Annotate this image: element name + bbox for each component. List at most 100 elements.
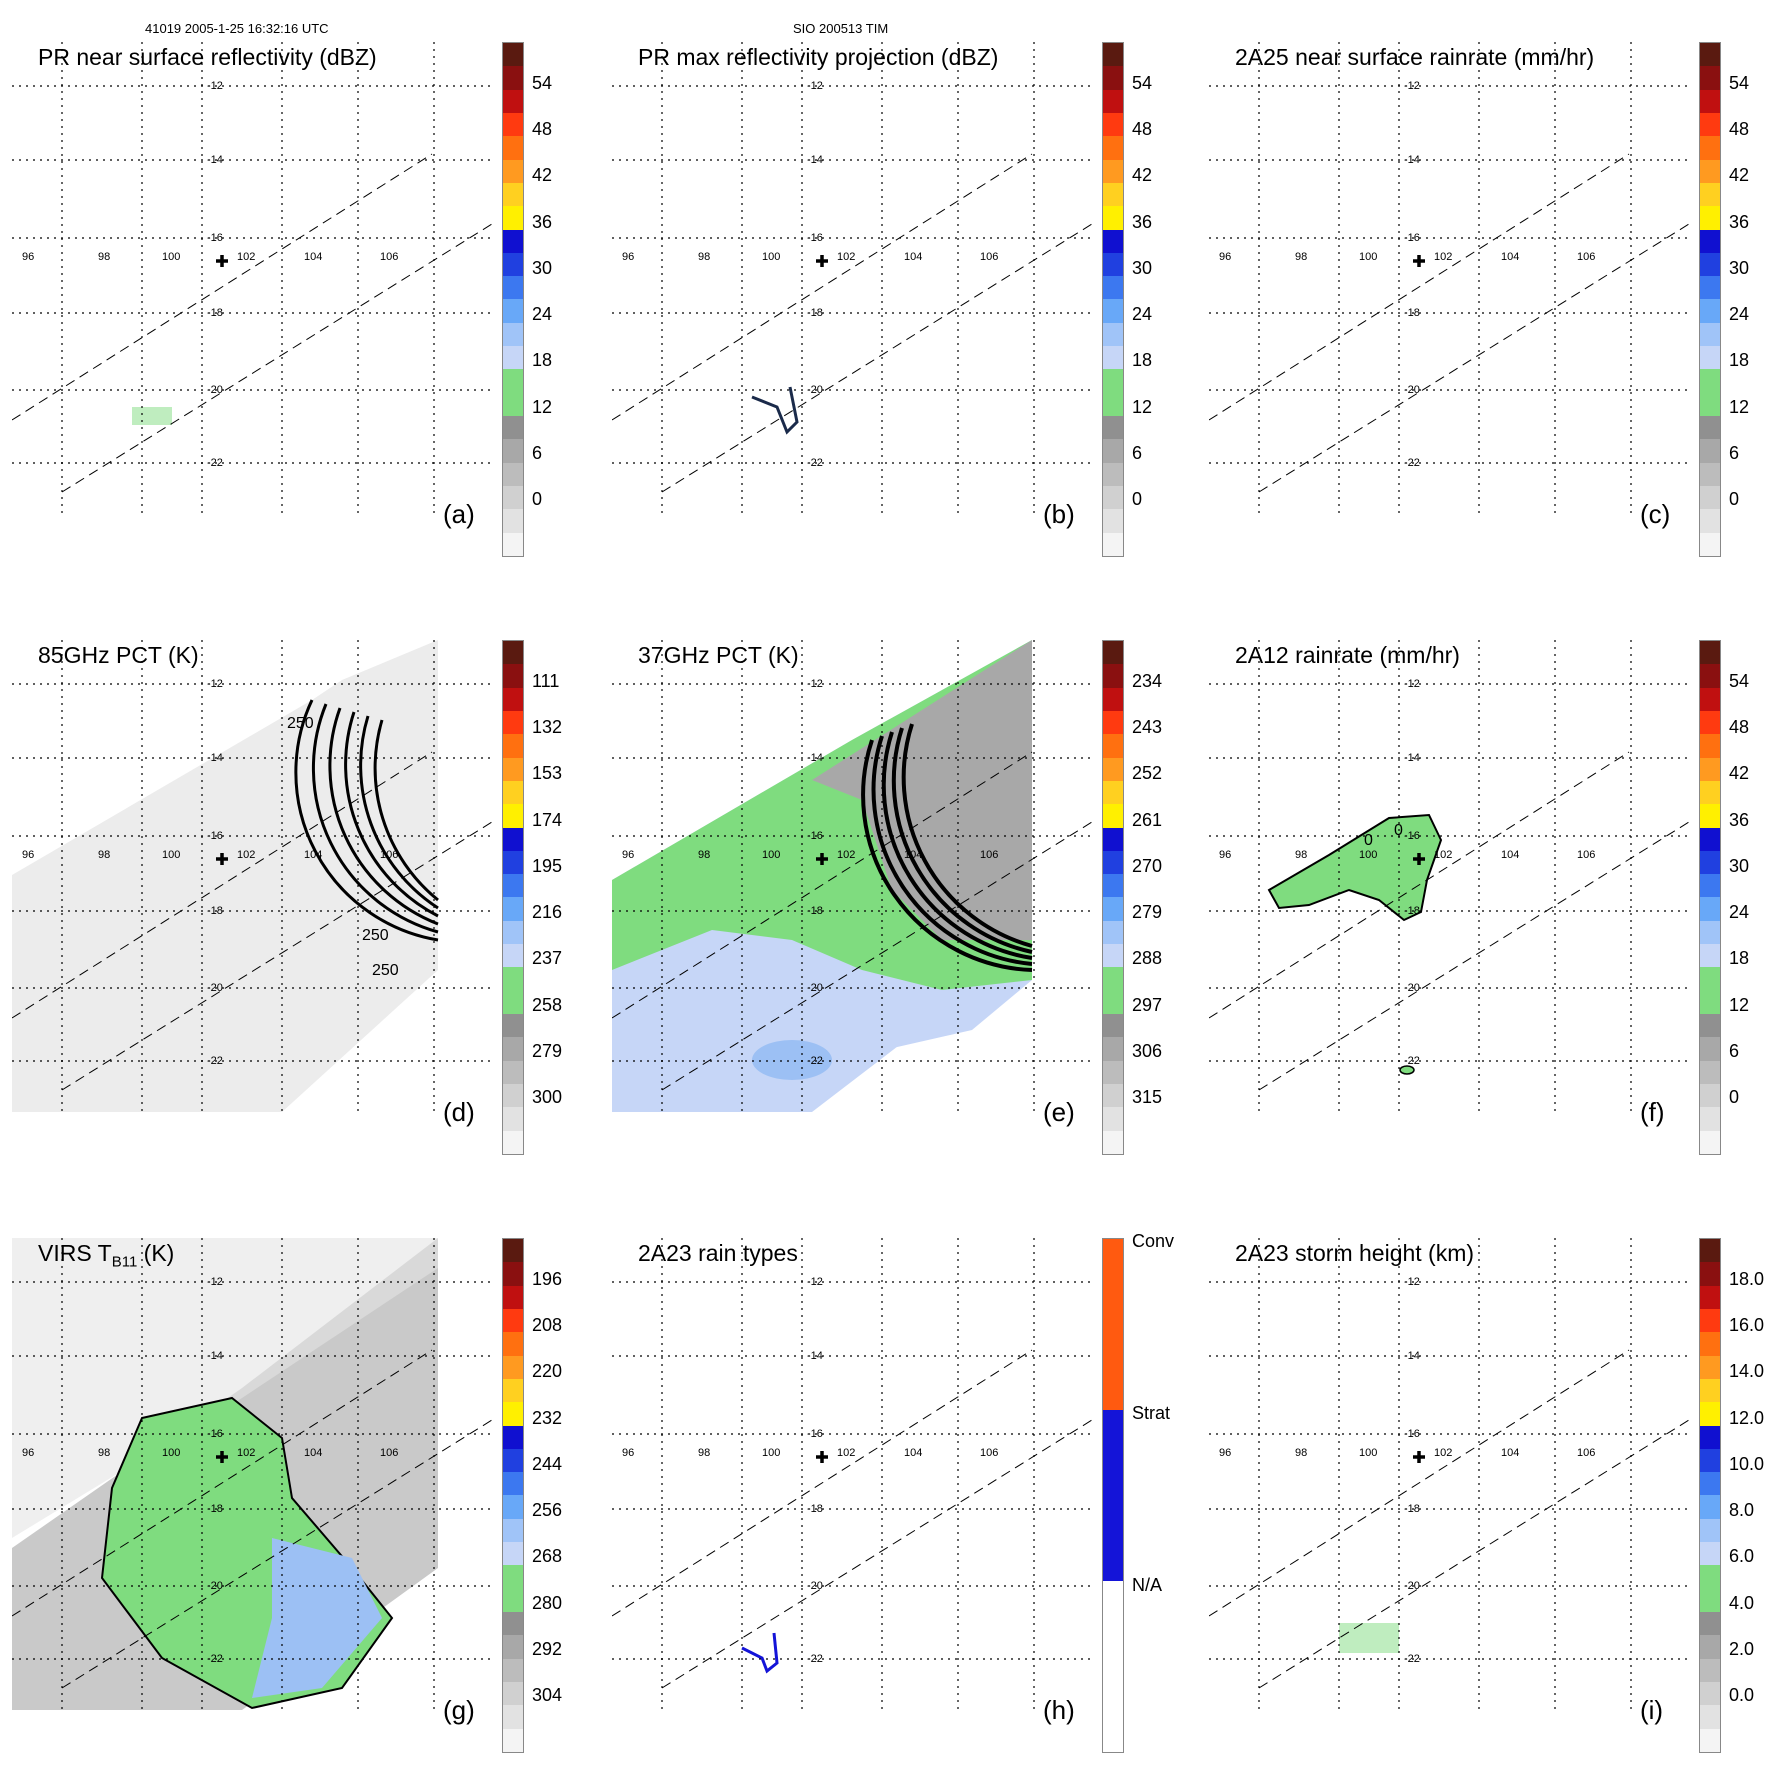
colorbar-segment <box>1103 252 1123 277</box>
latitude-label: -12 <box>807 1276 823 1288</box>
colorbar-segment <box>1103 757 1123 781</box>
map-svg: -12 -14 -16 -18 -20 -22 96 98 100 102 104 106 250 250… <box>12 640 492 1112</box>
longitude-label: 106 <box>380 251 398 263</box>
pct-contour <box>359 715 439 910</box>
pct-contour <box>311 703 439 934</box>
colorbar-segment <box>1700 687 1720 711</box>
colorbar-tick-label: 279 <box>1132 902 1163 923</box>
map-area: -12 -14 -16 -18 -20 -22 96 98 100 102 104 106 <box>612 1238 1092 1710</box>
latitude-label: -22 <box>207 457 223 469</box>
colorbar-segment <box>1700 1658 1720 1682</box>
pr-swath-edge <box>1258 821 1689 1091</box>
colorbar-segment <box>503 322 523 347</box>
plus-icon <box>816 255 828 267</box>
longitude-label: 100 <box>162 251 180 263</box>
longitude-label: 100 <box>1359 849 1377 861</box>
colorbar-tick-label: 243 <box>1132 717 1163 738</box>
colorbar-tick-label: 2.0 <box>1729 1638 1755 1659</box>
colorbar-segment <box>503 276 523 300</box>
colorbar-tick-label: 12 <box>1729 396 1750 417</box>
latitude-label: -22 <box>807 1653 823 1665</box>
latitude-label: -20 <box>207 384 223 396</box>
colorbar-segment <box>1700 299 1720 323</box>
colorbar-segment <box>1103 206 1123 230</box>
panel-2a23-rain-types: -12 -14 -16 -18 -20 -22 96 98 100 102 104 106 2A23 r… <box>600 1196 1174 1753</box>
colorbar-segment <box>1103 874 1123 898</box>
colorbar-segment <box>1700 990 1720 1014</box>
panel-title-text: 2A12 rainrate (mm/hr) <box>1235 642 1460 668</box>
latitude-label: -12 <box>807 80 823 92</box>
colorbar-segment <box>503 990 523 1014</box>
colorbar-tick-label: 42 <box>1132 165 1153 186</box>
panel-letter-label: (b) <box>1043 499 1075 529</box>
colorbar-segment <box>503 1332 523 1356</box>
colorbar-segment <box>1700 664 1720 688</box>
longitude-label: 102 <box>1434 1447 1452 1459</box>
colorbar-tick-label: 0.0 <box>1729 1685 1755 1705</box>
colorbar-segment <box>503 1014 523 1038</box>
colorbar-tick-label: 12 <box>1729 994 1750 1015</box>
latitude-label: -22 <box>1404 1653 1420 1665</box>
panel-letter-label: (h) <box>1043 1695 1075 1725</box>
colorbar-segment <box>1700 710 1720 735</box>
colorbar-tick-label: 54 <box>532 73 553 93</box>
colorbar-segment <box>1700 1239 1720 1263</box>
colorbar-segment <box>1700 66 1720 90</box>
latitude-label: -14 <box>207 752 223 764</box>
colorbar-tick-label: 237 <box>532 948 563 969</box>
colorbar-segment <box>503 182 523 207</box>
latitude-label: -16 <box>207 1428 223 1440</box>
small-rain-cell <box>1399 1065 1415 1075</box>
colorbar-tick-label: 0 <box>1729 489 1740 509</box>
longitude-label: 100 <box>162 849 180 861</box>
longitude-label: 102 <box>237 1447 255 1459</box>
panel-letter-label: (d) <box>443 1097 475 1127</box>
longitude-label: 106 <box>1577 251 1595 263</box>
colorbar-segment <box>1103 850 1123 875</box>
panel-title: VIRS TB11 (K) <box>38 1240 174 1271</box>
pct-contour <box>328 707 439 926</box>
colorbar-segment <box>1103 897 1123 921</box>
longitude-label: 96 <box>1219 849 1231 861</box>
colorbar-segment <box>1700 1472 1720 1496</box>
latitude-label: -14 <box>807 752 823 764</box>
longitude-label: 104 <box>304 849 322 861</box>
plus-icon <box>216 1451 228 1463</box>
colorbar-segment <box>1700 1635 1720 1659</box>
latitude-label: -22 <box>1404 1055 1420 1067</box>
colorbar-segment <box>1103 346 1123 370</box>
colorbar-segment <box>503 392 523 416</box>
longitude-label: 100 <box>762 849 780 861</box>
latitude-label: -20 <box>207 982 223 994</box>
colorbar-segment <box>1103 1107 1123 1131</box>
longitude-label: 106 <box>380 1447 398 1459</box>
gray-region <box>812 640 1032 940</box>
panel-title-text: PR max reflectivity projection (dBZ) <box>638 44 999 70</box>
longitude-label: 102 <box>837 849 855 861</box>
panel-title: PR near surface reflectivity (dBZ) <box>38 44 377 71</box>
colorbar-tick-label: 10.0 <box>1729 1453 1765 1474</box>
longitude-label: 104 <box>904 849 922 861</box>
latitude-label: -18 <box>1404 1503 1420 1515</box>
longitude-label: 98 <box>98 1447 110 1459</box>
colorbar-segment <box>1700 850 1720 875</box>
colorbar-tick-label: 196 <box>532 1269 563 1289</box>
colorbar-segment <box>1700 346 1720 370</box>
plus-icon <box>1413 853 1425 865</box>
colorbar-segment <box>503 1130 523 1154</box>
pr-swath-edge <box>61 223 492 493</box>
colorbar-tick-label: 288 <box>1132 948 1163 969</box>
latitude-label: -12 <box>807 678 823 690</box>
map-svg: -12 -14 -16 -18 -20 -22 96 98 100 102 104 106 0 0 <box>1209 640 1689 1112</box>
colorbar-tick-label: 153 <box>532 763 563 784</box>
colorbar-tick-label: 24 <box>1729 304 1750 325</box>
lightblue-region <box>612 970 932 1112</box>
colorbar-tick-label: 6.0 <box>1729 1546 1755 1567</box>
panel-letter-label: (e) <box>1043 1097 1075 1127</box>
colorbar-segment <box>503 1107 523 1131</box>
colorbar <box>502 640 524 1155</box>
colorbar-tick-label: 18 <box>532 350 553 371</box>
colorbar-tick-label: 42 <box>532 165 553 186</box>
contour-label: 0 <box>1364 832 1373 849</box>
colorbar-segment <box>1700 43 1720 67</box>
